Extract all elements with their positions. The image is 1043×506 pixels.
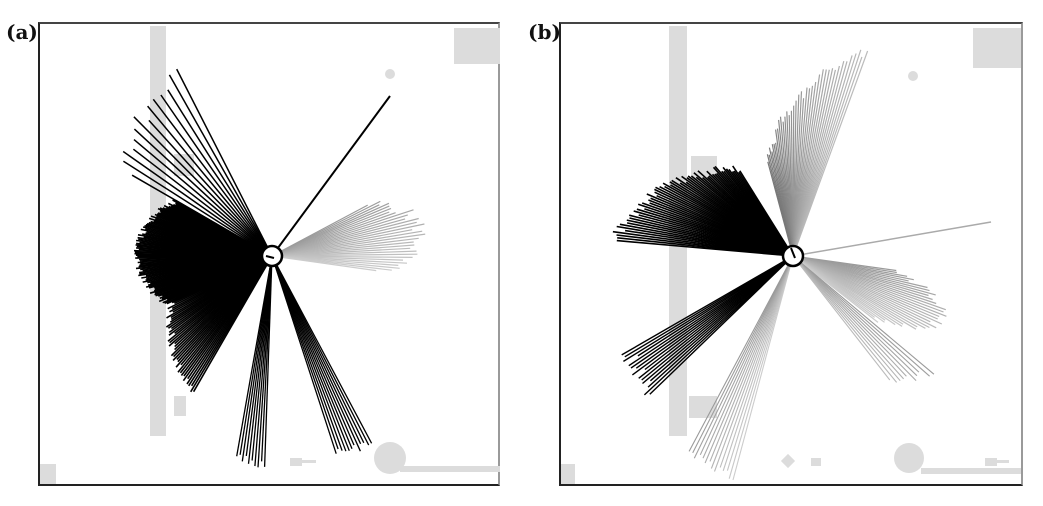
scan-ray: [148, 119, 273, 257]
small-obstacle: [780, 453, 796, 469]
scan-ray: [792, 255, 891, 381]
floor-strip-obstacle: [400, 466, 500, 472]
scan-ray: [192, 255, 273, 393]
small-obstacle: [290, 458, 302, 466]
sensor-position: [781, 244, 805, 268]
scan-ray: [147, 105, 273, 257]
scan-ray: [722, 255, 794, 471]
scan-ray: [167, 89, 273, 257]
scan-ray: [792, 255, 935, 375]
panel-a: [38, 22, 500, 486]
scan-ray: [133, 128, 273, 257]
panel-b-label: (b): [528, 20, 561, 44]
scan-ray: [236, 255, 273, 457]
scan-ray: [704, 255, 794, 464]
small-obstacle: [302, 460, 316, 463]
scan-ray: [792, 255, 918, 377]
scan-ray: [792, 255, 901, 382]
scan-ray: [168, 74, 273, 257]
box-obstacle: [174, 396, 186, 416]
scan-ray: [792, 255, 879, 323]
small-obstacle: [997, 460, 1009, 463]
scan-ray: [792, 221, 992, 257]
scan-ray: [719, 255, 794, 468]
scan-ray: [702, 255, 794, 459]
scan-ray: [728, 255, 794, 479]
scan-ray: [152, 98, 273, 257]
scan-ray: [693, 255, 794, 459]
scan-ray: [133, 116, 273, 257]
scan-ray: [122, 160, 273, 257]
round-obstacle: [908, 71, 918, 81]
block-obstacle: [973, 28, 1021, 68]
scan-ray: [688, 255, 794, 452]
scan-ray: [176, 68, 273, 257]
scan-ray: [732, 255, 794, 481]
scan-ray: [792, 255, 907, 377]
panel-a-label: (a): [6, 20, 38, 44]
floor-strip-obstacle: [921, 468, 1021, 474]
panel-a-map: [40, 26, 500, 484]
scan-ray: [792, 255, 930, 377]
panel-b-map: [561, 26, 1021, 484]
round-obstacle: [374, 442, 406, 474]
scan-ray: [271, 95, 391, 257]
scan-ray: [710, 255, 794, 469]
scan-ray: [621, 255, 794, 356]
small-obstacle: [811, 458, 821, 466]
scan-ray: [133, 139, 273, 257]
scan-ray: [122, 150, 273, 257]
scan-ray: [271, 255, 337, 454]
scan-ray: [132, 148, 273, 257]
scan-ray: [792, 255, 917, 381]
round-obstacle: [385, 69, 395, 79]
round-obstacle: [894, 443, 924, 473]
box-obstacle: [561, 464, 575, 484]
scan-ray: [692, 255, 794, 454]
scan-ray: [709, 255, 794, 462]
box-obstacle: [40, 464, 56, 484]
scan-ray: [160, 94, 273, 257]
scan-ray: [726, 255, 794, 471]
scan-ray: [699, 255, 794, 456]
sensor-heading: [790, 247, 796, 259]
panel-b: [559, 22, 1023, 486]
small-obstacle: [985, 458, 997, 466]
scan-ray: [767, 161, 794, 257]
sensor-position: [260, 244, 284, 268]
scan-ray: [792, 255, 920, 373]
scan-ray: [616, 239, 794, 257]
scan-ray: [713, 255, 794, 472]
block-obstacle: [454, 28, 500, 64]
sensor-heading: [265, 255, 275, 259]
scan-ray: [792, 255, 905, 380]
scan-ray: [271, 255, 377, 272]
scan-ray: [792, 255, 898, 383]
